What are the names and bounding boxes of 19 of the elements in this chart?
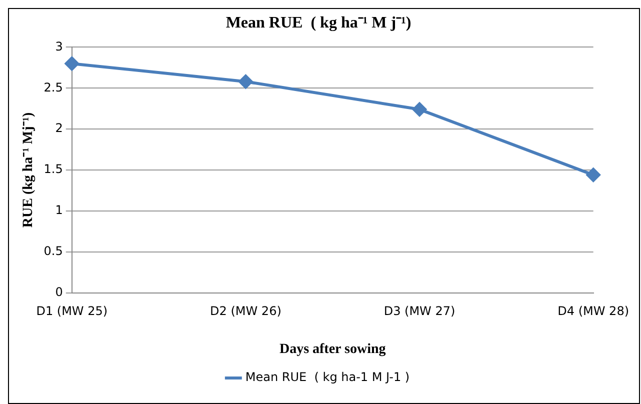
x-tick-label: D3 (MW 27) <box>384 304 456 318</box>
x-tick-label: D1 (MW 25) <box>36 304 108 318</box>
point <box>64 56 79 71</box>
y-tick-label: 2 <box>55 121 63 136</box>
y-tick-label: 1 <box>55 203 63 218</box>
point <box>238 74 253 89</box>
point <box>412 102 427 116</box>
legend-label: Mean RUE ( kg ha-1 M J-1 ) <box>245 370 410 384</box>
x-tick-label: D4 (MW 28) <box>558 304 629 318</box>
point <box>586 168 600 182</box>
chart-title: Mean RUE ( kg ha⁻¹ M j⁻¹) <box>226 14 412 32</box>
y-tick-label: 0 <box>55 284 63 299</box>
x-tick-label: D2 (MW 26) <box>210 304 282 318</box>
x-axis-title: Days after sowing <box>279 342 386 358</box>
y-tick-label: 2.5 <box>44 80 63 94</box>
y-tick-label: 3 <box>55 39 63 54</box>
y-tick-label: 0.5 <box>44 244 63 258</box>
y-axis-title: RUE (kg ha⁻¹ Mj⁻¹) <box>21 112 36 228</box>
y-tick-label: 1.5 <box>44 162 63 176</box>
